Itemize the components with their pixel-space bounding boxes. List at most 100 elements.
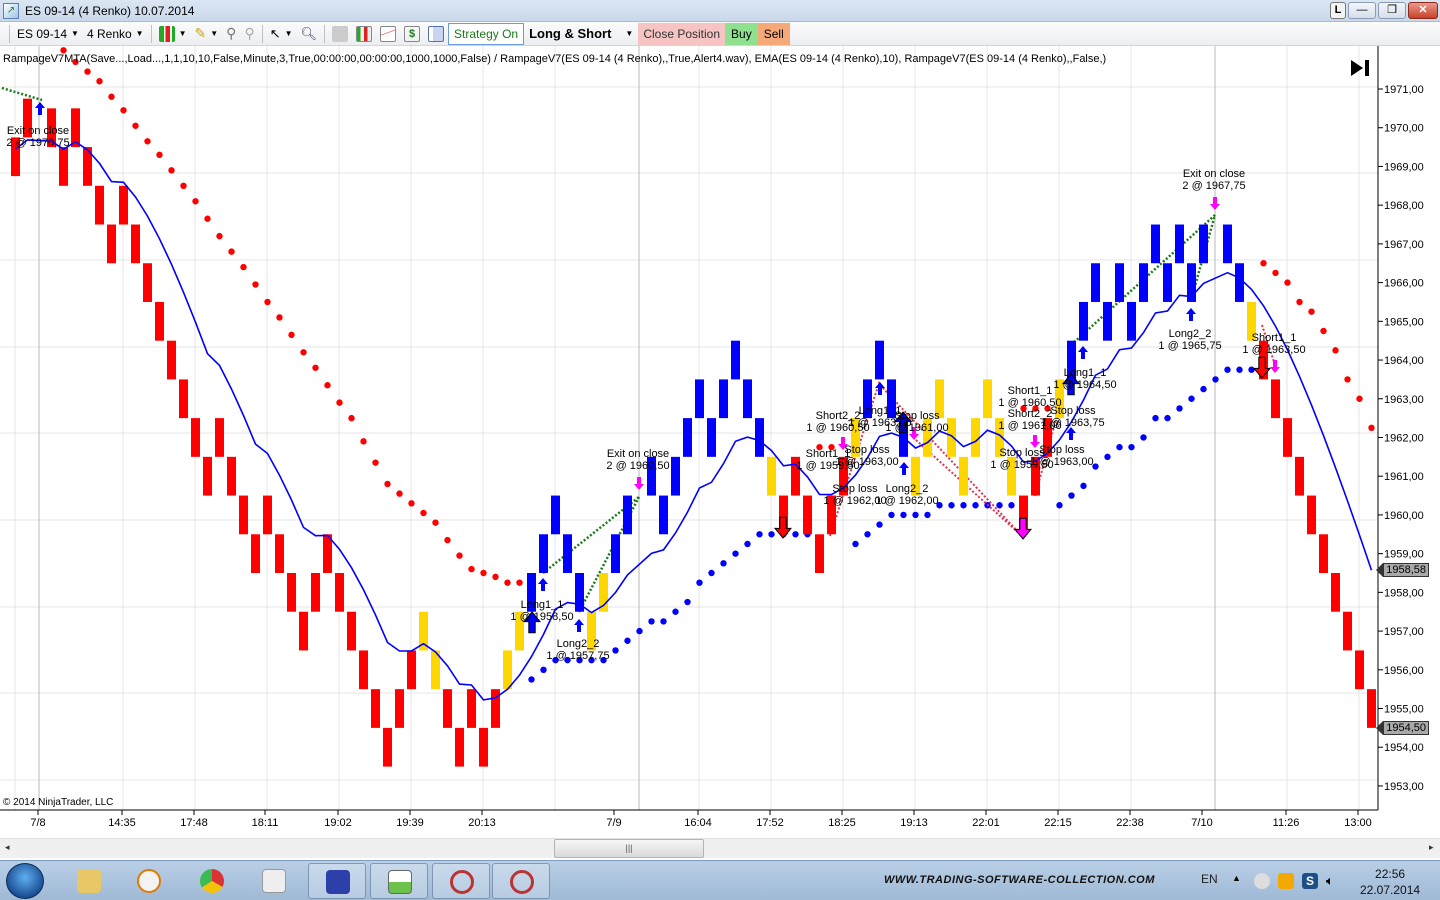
renko-chart[interactable]: 1971,00 1970,00 1969,00 1968,00 1967,00 1966,… bbox=[0, 46, 1440, 836]
trade-annotation: 1 @ 1958,50 bbox=[510, 611, 573, 623]
taskbar-save-app[interactable] bbox=[308, 863, 366, 899]
taskbar-chrome[interactable] bbox=[183, 863, 241, 899]
price-tick-label: 1963,00 bbox=[1384, 394, 1424, 406]
last-price-tag: 1954,50 bbox=[1376, 721, 1429, 735]
renko-brick bbox=[983, 379, 992, 419]
chart-panel[interactable]: 1971,00 1970,00 1969,00 1968,00 1967,00 1966,… bbox=[0, 46, 1440, 836]
buy-arrow-icon bbox=[875, 382, 885, 395]
trade-annotation: Long2_2 bbox=[1169, 328, 1212, 340]
taskbar-notepad[interactable] bbox=[245, 863, 303, 899]
minimize-button[interactable]: — bbox=[1348, 2, 1376, 19]
taskbar-search-app[interactable] bbox=[120, 863, 178, 899]
performance-button[interactable]: $ bbox=[400, 23, 424, 45]
pencil-icon: ✎ bbox=[194, 25, 207, 41]
close-button[interactable]: ✕ bbox=[1408, 2, 1438, 19]
taskbar-ninjatrader-1[interactable] bbox=[432, 863, 490, 899]
restore-button[interactable]: ❐ bbox=[1378, 2, 1406, 19]
trade-annotation: Long1_1 bbox=[1064, 367, 1107, 379]
data-box-button[interactable]: 🔍︎ bbox=[297, 23, 322, 45]
trade-annotation: Long2_2 bbox=[557, 638, 600, 650]
trade-line-long bbox=[542, 496, 640, 574]
strategies-button[interactable] bbox=[376, 23, 400, 45]
copyright-text: © 2014 NinjaTrader, LLC bbox=[3, 797, 114, 808]
support-dot bbox=[768, 531, 775, 538]
properties-icon bbox=[332, 25, 349, 42]
chart-toolbar: ES 09-14 ▼ 4 Renko ▼ ▼ ✎ ▼ ⚲ ⚲ ↖ ▼ 🔍︎ $ Stra… bbox=[0, 22, 1440, 46]
resistance-dot bbox=[300, 349, 307, 356]
link-button[interactable]: L bbox=[1330, 2, 1346, 19]
zoom-in-button[interactable]: ⚲ bbox=[222, 23, 240, 45]
support-dot bbox=[552, 656, 559, 664]
close-position-button[interactable]: Close Position bbox=[638, 22, 726, 45]
taskbar-explorer[interactable] bbox=[60, 863, 118, 899]
bar-type-selector[interactable]: 4 Renko ▼ bbox=[83, 23, 148, 45]
taskbar-ninjatrader-2[interactable] bbox=[492, 863, 550, 899]
scroll-to-end-button[interactable] bbox=[1349, 58, 1371, 78]
trade-annotation: Stop loss bbox=[844, 444, 890, 456]
resistance-dot bbox=[72, 58, 79, 66]
trade-annotation: Stop loss bbox=[832, 483, 878, 495]
renko-brick bbox=[503, 650, 512, 690]
renko-brick bbox=[539, 534, 548, 573]
scroll-right-arrow-icon[interactable]: ▸ bbox=[1429, 842, 1434, 852]
title-bar: ↗ ES 09-14 (4 Renko) 10.07.2014 L — ❐ ✕ bbox=[0, 0, 1440, 22]
cursor-button[interactable]: ↖ ▼ bbox=[266, 23, 297, 45]
s-app-icon[interactable]: S bbox=[1302, 873, 1318, 889]
support-dot bbox=[1236, 366, 1243, 373]
trade-mode-selector[interactable]: Long & Short ▼ bbox=[524, 23, 638, 45]
renko-brick bbox=[815, 534, 824, 573]
strategy-on-button[interactable]: Strategy On bbox=[448, 22, 525, 45]
trade-annotation: Exit on close bbox=[1183, 168, 1245, 180]
support-dot bbox=[1248, 366, 1255, 373]
sell-button[interactable]: Sell bbox=[757, 22, 790, 45]
resistance-dot bbox=[1356, 395, 1363, 402]
start-button[interactable] bbox=[6, 863, 44, 899]
renko-brick bbox=[287, 573, 296, 612]
support-dot bbox=[1008, 502, 1015, 509]
instrument-selector[interactable]: ES 09-14 ▼ bbox=[13, 23, 83, 45]
folder-icon bbox=[77, 869, 101, 893]
renko-brick bbox=[695, 379, 704, 419]
trade-annotation: 1 @ 1963,75 bbox=[1041, 417, 1104, 429]
buy-button[interactable]: Buy bbox=[725, 22, 758, 45]
indicators-button[interactable] bbox=[352, 23, 376, 45]
support-dot bbox=[708, 569, 715, 577]
chart-trader-button[interactable] bbox=[424, 23, 448, 45]
support-dot bbox=[540, 666, 547, 673]
time-tick-label: 20:13 bbox=[468, 817, 496, 829]
support-dot bbox=[636, 627, 643, 635]
scrollbar-thumb[interactable]: ||| bbox=[554, 839, 704, 858]
taskbar: WWW.TRADING-SOFTWARE-COLLECTION.COM EN ▲… bbox=[0, 860, 1440, 900]
renko-brick bbox=[647, 456, 656, 496]
resistance-dot bbox=[1296, 298, 1303, 306]
show-hidden-icons-icon[interactable]: ▲ bbox=[1232, 873, 1241, 883]
taskbar-editor[interactable] bbox=[370, 863, 428, 899]
drawing-tools-button[interactable]: ✎ ▼ bbox=[191, 23, 223, 45]
zoom-out-button[interactable]: ⚲ bbox=[240, 23, 258, 45]
cloud-icon[interactable] bbox=[1254, 873, 1270, 889]
system-clock[interactable]: 22:56 22.07.2014 bbox=[1360, 866, 1420, 898]
price-tick-label: 1958,00 bbox=[1384, 587, 1424, 599]
chart-style-button[interactable]: ▼ bbox=[155, 23, 191, 45]
resistance-dot bbox=[1044, 405, 1051, 412]
horizontal-scrollbar[interactable]: ◂ ||| ▸ bbox=[0, 838, 1440, 858]
language-indicator[interactable]: EN bbox=[1201, 872, 1218, 886]
resistance-dot bbox=[336, 399, 343, 406]
renko-brick bbox=[839, 456, 848, 496]
properties-button[interactable] bbox=[328, 23, 352, 45]
clock-date: 22.07.2014 bbox=[1360, 883, 1421, 897]
support-dot bbox=[1056, 502, 1063, 509]
renko-brick bbox=[1223, 224, 1232, 264]
resistance-dot bbox=[228, 248, 235, 255]
trade-annotation: 2 @ 1970,75 bbox=[6, 137, 69, 149]
renko-brick bbox=[467, 689, 476, 728]
renko-brick bbox=[419, 611, 428, 651]
watermark-website: WWW.TRADING-SOFTWARE-COLLECTION.COM bbox=[884, 874, 1155, 886]
bar-type-label: 4 Renko bbox=[86, 26, 132, 41]
weather-icon[interactable] bbox=[1278, 873, 1294, 889]
scroll-left-arrow-icon[interactable]: ◂ bbox=[5, 842, 10, 852]
renko-brick bbox=[11, 137, 20, 177]
volume-icon[interactable]: 🔈︎ bbox=[1326, 873, 1334, 888]
support-dot bbox=[864, 531, 871, 538]
trade-annotation: 1 @ 1960,50 bbox=[998, 397, 1061, 409]
